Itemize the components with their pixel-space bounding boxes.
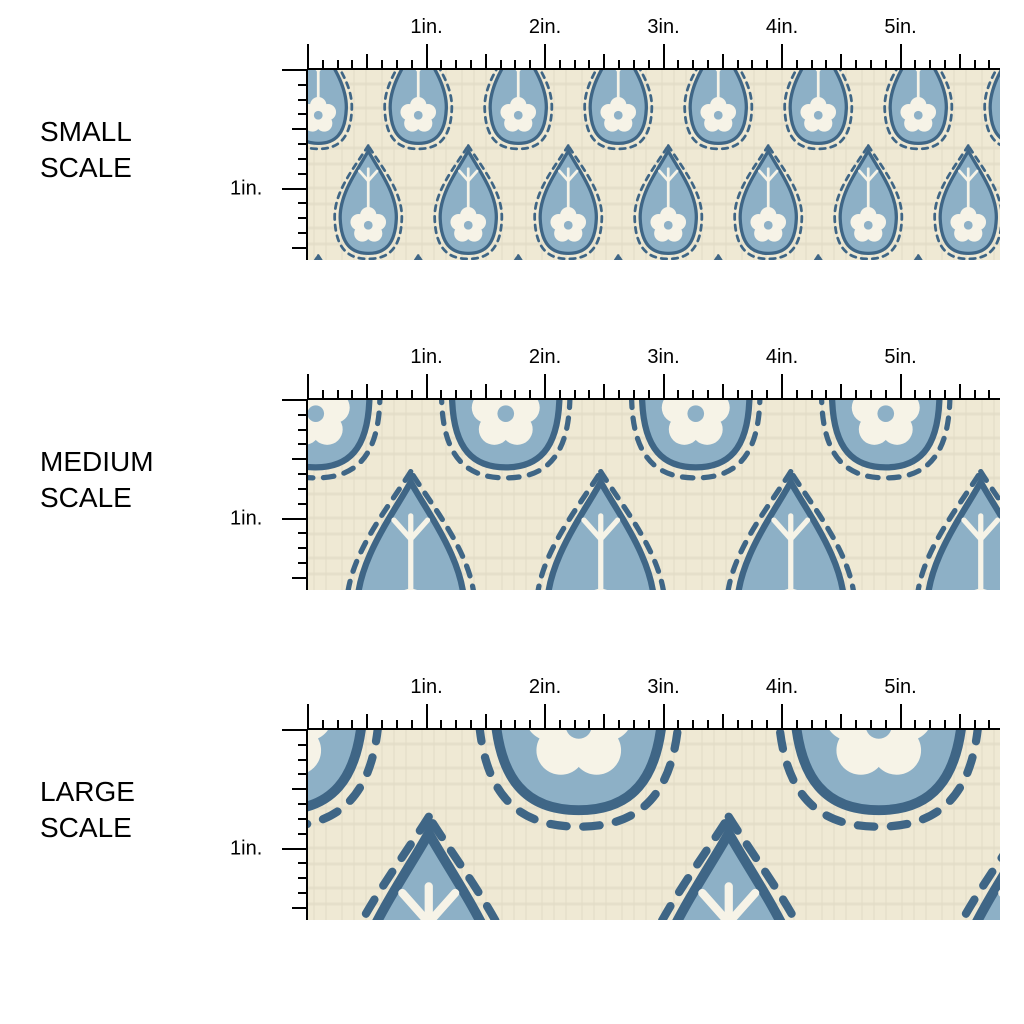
- scale-label-large-line2: SCALE: [40, 810, 132, 845]
- ruler-v-label: 1in.: [230, 837, 262, 860]
- ruler-h-label: 4in.: [766, 16, 798, 39]
- scale-label-small-line2: SCALE: [40, 150, 132, 185]
- ruler-h-label: 1in.: [410, 16, 442, 39]
- ruler-vertical: 1in.: [280, 730, 308, 920]
- ruler-h-label: 4in.: [766, 346, 798, 369]
- scale-label-large-line1: LARGE: [40, 774, 135, 809]
- ruler-h-label: 2in.: [529, 16, 561, 39]
- scale-label-medium-line1: MEDIUM: [40, 444, 154, 479]
- ruler-h-label: 1in.: [410, 346, 442, 369]
- ruler-horizontal: 1in.2in.3in.4in.5in.: [308, 350, 1000, 400]
- ruler-h-label: 5in.: [884, 346, 916, 369]
- ruler-horizontal: 1in.2in.3in.4in.5in.: [308, 20, 1000, 70]
- ruler-h-label: 3in.: [647, 346, 679, 369]
- ruler-vertical: 1in.: [280, 400, 308, 590]
- scale-label-small-line1: SMALL: [40, 114, 132, 149]
- ruler-h-label: 1in.: [410, 676, 442, 699]
- swatch-area-small: 1in.2in.3in.4in.5in.1in.: [280, 20, 1000, 260]
- ruler-h-label: 5in.: [884, 16, 916, 39]
- scale-label-medium-line2: SCALE: [40, 480, 132, 515]
- ruler-v-label: 1in.: [230, 507, 262, 530]
- ruler-h-label: 4in.: [766, 676, 798, 699]
- ruler-h-label: 3in.: [647, 16, 679, 39]
- ruler-h-label: 5in.: [884, 676, 916, 699]
- ruler-h-label: 2in.: [529, 346, 561, 369]
- ruler-h-label: 3in.: [647, 676, 679, 699]
- ruler-v-label: 1in.: [230, 177, 262, 200]
- swatch-area-large: 1in.2in.3in.4in.5in.1in.: [280, 680, 1000, 920]
- ruler-horizontal: 1in.2in.3in.4in.5in.: [308, 680, 1000, 730]
- ruler-h-label: 2in.: [529, 676, 561, 699]
- swatch-area-medium: 1in.2in.3in.4in.5in.1in.: [280, 350, 1000, 590]
- ruler-vertical: 1in.: [280, 70, 308, 260]
